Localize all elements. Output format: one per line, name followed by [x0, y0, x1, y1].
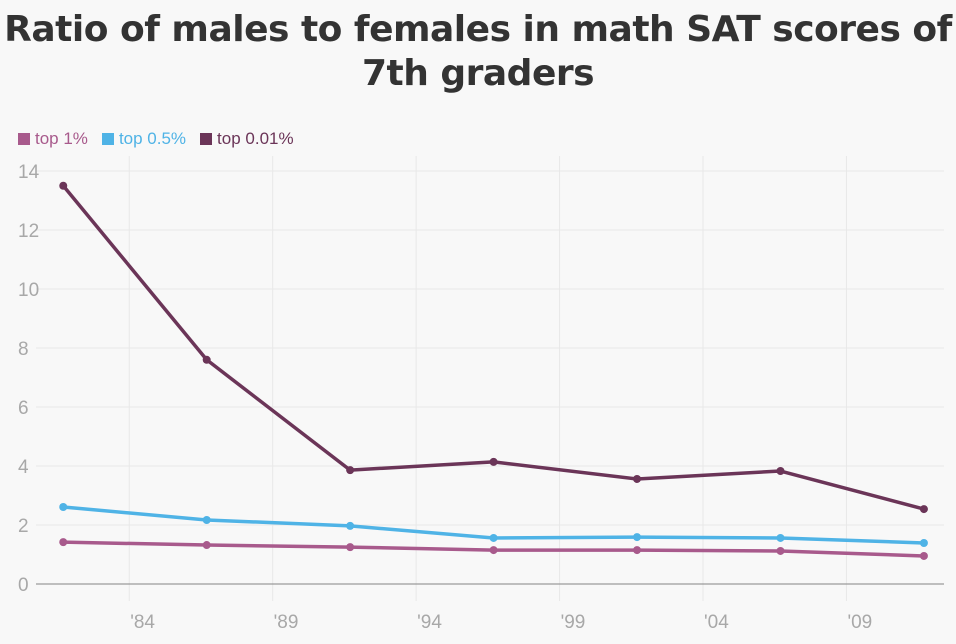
legend-label: top 0.01%: [217, 129, 294, 148]
y-tick-label: 0: [18, 575, 29, 596]
legend-swatch: [200, 133, 213, 145]
y-tick-label: 4: [18, 457, 29, 478]
legend-item-top-0-01: top 0.01%: [200, 129, 294, 149]
data-point: [776, 546, 785, 555]
data-point: [633, 474, 642, 483]
data-point: [346, 543, 355, 552]
x-tick-label: '84: [130, 612, 155, 633]
y-tick-label: 6: [18, 398, 29, 419]
x-tick-label: '04: [704, 612, 729, 633]
legend-item-top-1: top 1%: [18, 129, 88, 149]
y-tick-label: 12: [18, 221, 39, 242]
legend-item-top-0-5: top 0.5%: [101, 129, 187, 149]
data-point: [919, 551, 928, 560]
data-point: [776, 533, 785, 542]
data-point: [633, 546, 642, 555]
legend-label: top 1%: [35, 129, 88, 148]
data-point: [919, 538, 928, 547]
data-point: [202, 355, 211, 364]
legend-swatch: [101, 133, 114, 145]
data-point: [489, 546, 498, 555]
chart-title: Ratio of males to females in math SAT sc…: [4, 9, 952, 94]
y-tick-label: 8: [18, 339, 29, 360]
data-point: [202, 515, 211, 524]
data-point: [59, 181, 68, 190]
data-point: [202, 541, 211, 550]
x-tick-label: '99: [561, 612, 586, 633]
legend-label: top 0.5%: [118, 129, 187, 148]
x-tick-label: '09: [847, 612, 872, 633]
data-point: [919, 505, 928, 514]
data-point: [346, 521, 355, 530]
y-tick-label: 10: [18, 280, 39, 301]
data-point: [633, 533, 642, 542]
legend: top 1% top 0.5% top 0.01%: [18, 129, 294, 149]
x-tick-label: '89: [274, 612, 299, 633]
data-point: [59, 503, 68, 512]
data-point: [489, 457, 498, 466]
data-point: [489, 533, 498, 542]
x-tick-label: '94: [417, 612, 442, 633]
data-point: [59, 538, 68, 547]
data-point: [346, 466, 355, 475]
legend-swatch: [18, 133, 30, 145]
y-tick-label: 2: [18, 516, 29, 537]
data-point: [776, 467, 785, 476]
y-tick-label: 14: [18, 162, 40, 183]
